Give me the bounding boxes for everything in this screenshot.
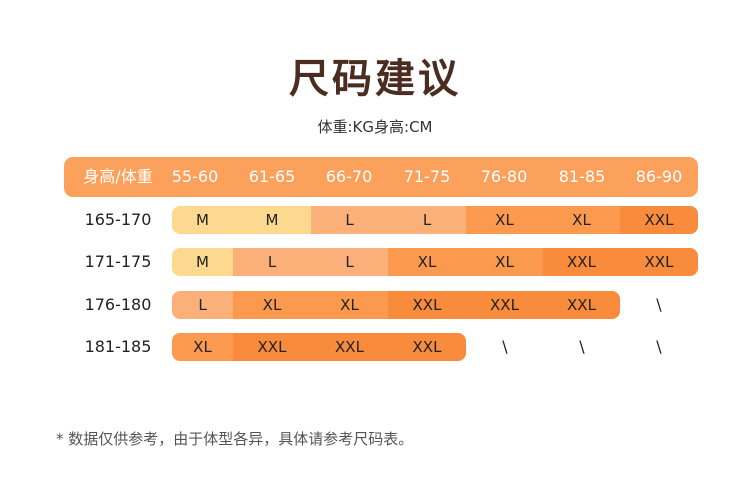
header-col: 71-75 (403, 167, 451, 186)
size-cell-empty: \ (579, 337, 585, 356)
size-cell: L (388, 206, 466, 234)
table-header: 身高/体重 55-60 61-65 66-70 71-75 76-80 81-8… (64, 157, 698, 197)
row-label: 181-185 (84, 337, 152, 356)
size-cell: XXL (466, 291, 543, 319)
size-cell: L (311, 206, 388, 234)
size-cell: XXL (311, 333, 388, 361)
unit-subtitle: 体重:KG身高:CM (317, 118, 433, 136)
row-label: 176-180 (84, 295, 152, 314)
row-label: 165-170 (84, 210, 152, 229)
size-cell-empty: \ (502, 337, 508, 356)
header-corner: 身高/体重 (83, 167, 153, 186)
size-cell: L (233, 248, 311, 276)
size-cell: M (172, 248, 233, 276)
size-cell-empty: \ (656, 337, 662, 356)
header-col: 66-70 (325, 167, 373, 186)
size-cell: XL (311, 291, 388, 319)
size-cell: XL (466, 206, 543, 234)
size-cell: XXL (388, 333, 466, 361)
size-cell: L (311, 248, 388, 276)
header-col: 81-85 (558, 167, 606, 186)
size-cell: XL (466, 248, 543, 276)
disclaimer-note: * 数据仅供参考，由于体型各异，具体请参考尺码表。 (56, 430, 414, 448)
size-cell: XL (543, 206, 620, 234)
page-title: 尺码建议 (289, 56, 461, 102)
header-col: 76-80 (480, 167, 528, 186)
size-cell: M (172, 206, 233, 234)
header-col: 61-65 (248, 167, 296, 186)
size-cell: XL (172, 333, 233, 361)
size-cell: XXL (620, 206, 698, 234)
size-cell: XXL (543, 291, 620, 319)
row-label: 171-175 (84, 252, 152, 271)
size-cell-empty: \ (656, 295, 662, 314)
size-cell: XL (388, 248, 466, 276)
header-col: 55-60 (171, 167, 219, 186)
size-cell: XXL (388, 291, 466, 319)
header-col: 86-90 (635, 167, 683, 186)
size-cell: L (172, 291, 233, 319)
size-cell: XXL (543, 248, 620, 276)
size-cell: M (233, 206, 311, 234)
size-cell: XXL (233, 333, 311, 361)
size-cell: XXL (620, 248, 698, 276)
size-cell: XL (233, 291, 311, 319)
